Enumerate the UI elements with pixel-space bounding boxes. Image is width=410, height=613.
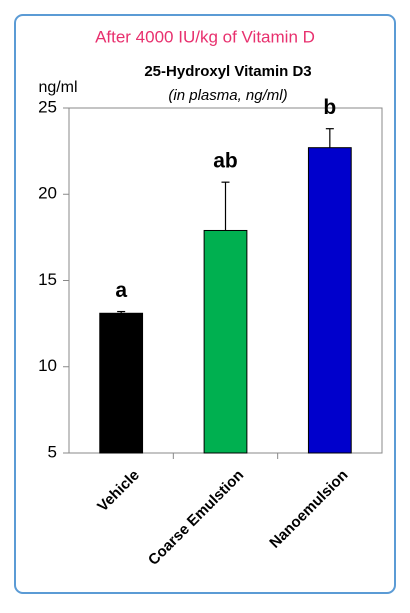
y-tick-label: 15 <box>38 270 57 289</box>
y-tick-label: 10 <box>38 356 57 375</box>
bar <box>307 147 352 454</box>
significance-label: a <box>115 279 127 302</box>
y-axis-label: ng/ml <box>38 79 77 96</box>
chart-subtitle: (in plasma, ng/ml) <box>168 87 287 104</box>
significance-label: ab <box>213 150 238 173</box>
header: After 4000 IU/kg of Vitamin D <box>95 27 315 46</box>
chart-title: 25-Hydroxyl Vitamin D3 <box>144 63 311 80</box>
y-tick-label: 20 <box>38 184 57 203</box>
y-tick-label: 25 <box>38 97 57 116</box>
bar <box>203 229 248 454</box>
y-tick-label: 5 <box>48 442 57 461</box>
significance-label: b <box>323 96 336 119</box>
bar <box>99 312 144 454</box>
